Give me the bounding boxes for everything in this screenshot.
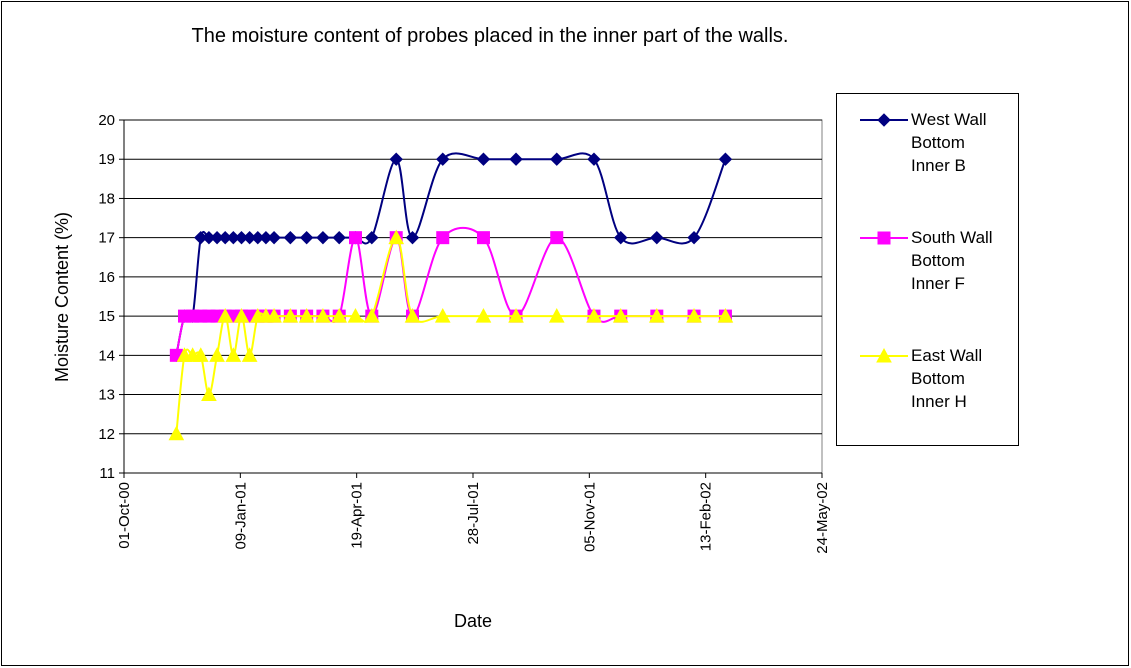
marker	[404, 308, 421, 323]
marker	[476, 152, 491, 166]
marker	[687, 230, 701, 245]
x-tick-label: 19-Apr-01	[349, 482, 366, 549]
x-tick-label: 24-May-02	[814, 482, 831, 554]
marker	[299, 230, 314, 245]
marker	[389, 152, 403, 166]
marker	[405, 230, 420, 245]
marker	[717, 308, 734, 323]
legend-label: South Wall Bottom Inner F	[911, 228, 993, 293]
marker	[436, 152, 450, 166]
y-tick-label: 20	[98, 112, 115, 129]
marker	[388, 229, 405, 245]
x-axis-label: Date	[454, 611, 492, 631]
marker	[332, 230, 346, 245]
legend-marker	[877, 231, 891, 245]
marker	[548, 308, 565, 323]
x-tick-label: 28-Jul-01	[465, 482, 482, 545]
marker	[476, 231, 490, 245]
marker	[686, 308, 702, 323]
marker	[614, 230, 628, 245]
marker	[434, 308, 451, 323]
y-tick-label: 13	[98, 387, 115, 404]
x-tick-label: 09-Jan-01	[232, 482, 249, 550]
marker	[365, 230, 379, 245]
marker	[282, 308, 299, 323]
marker	[241, 347, 258, 362]
marker	[267, 230, 281, 245]
marker	[316, 230, 330, 245]
x-tick-label: 13-Feb-02	[698, 482, 715, 551]
y-tick-label: 14	[98, 347, 115, 364]
marker	[298, 308, 315, 323]
marker	[315, 308, 331, 323]
marker	[718, 152, 733, 166]
chart-title: The moisture content of probes placed in…	[191, 25, 788, 47]
marker	[233, 308, 250, 323]
marker	[586, 308, 602, 323]
marker	[508, 308, 524, 323]
y-tick-label: 18	[98, 190, 115, 207]
y-tick-label: 17	[98, 230, 115, 247]
legend-marker	[877, 113, 891, 127]
marker	[650, 230, 664, 245]
marker	[349, 231, 363, 245]
marker	[436, 231, 450, 245]
marker	[225, 347, 242, 362]
legend-label: West Wall Bottom Inner B	[911, 110, 987, 175]
marker	[217, 308, 234, 323]
marker	[201, 386, 217, 402]
marker	[612, 308, 629, 323]
marker	[168, 425, 185, 441]
marker	[209, 347, 225, 362]
marker	[266, 308, 282, 323]
y-tick-label: 12	[98, 426, 115, 443]
plot-area	[123, 119, 823, 474]
marker	[283, 230, 298, 245]
marker	[648, 308, 665, 323]
marker	[331, 308, 348, 323]
marker	[587, 152, 601, 166]
y-tick-label: 11	[99, 465, 115, 482]
y-tick-label: 16	[98, 269, 115, 286]
marker	[509, 152, 523, 166]
x-tick-label: 05-Nov-01	[581, 482, 598, 552]
y-tick-label: 15	[98, 308, 115, 325]
y-tick-label: 19	[98, 151, 115, 168]
x-tick-label: 01-Oct-00	[116, 482, 133, 549]
marker	[475, 308, 492, 323]
marker	[192, 347, 209, 362]
legend-label: East Wall Bottom Inner H	[911, 346, 983, 411]
marker	[550, 231, 564, 245]
marker	[550, 152, 564, 166]
legend-box	[836, 93, 1019, 446]
marker	[363, 308, 380, 323]
marker	[347, 308, 364, 323]
y-axis-label: Moisture Content (%)	[52, 212, 72, 382]
legend-marker	[876, 347, 892, 363]
